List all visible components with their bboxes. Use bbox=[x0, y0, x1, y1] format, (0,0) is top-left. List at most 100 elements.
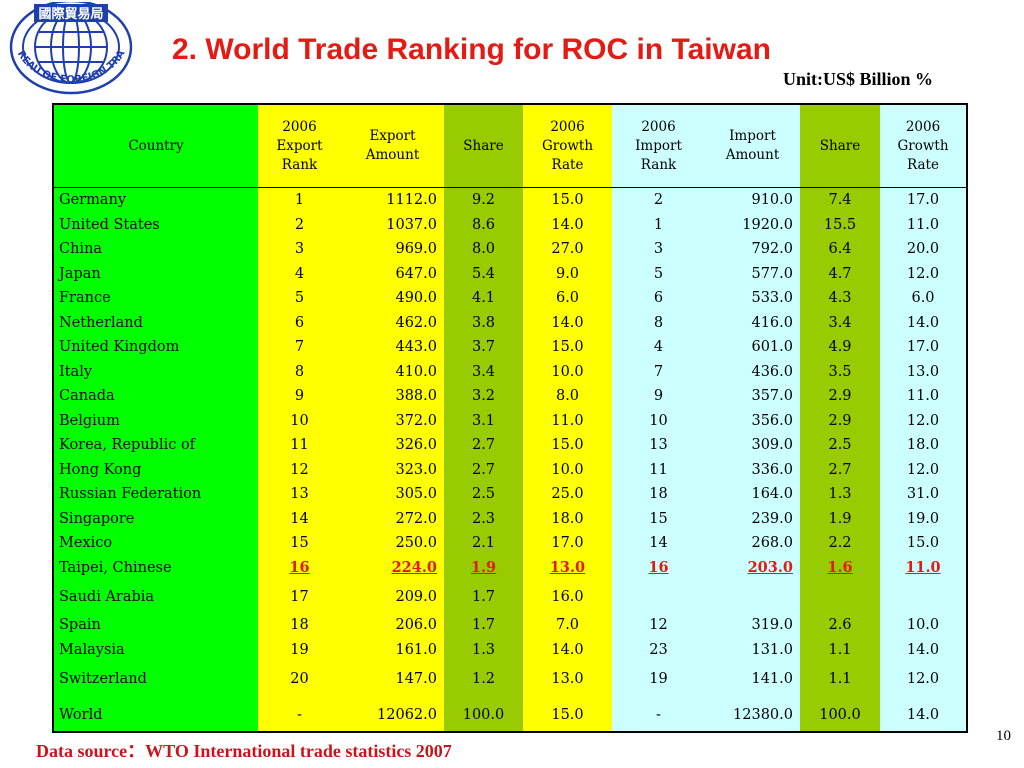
import-share-column-bg bbox=[800, 105, 880, 731]
header-import-amount: Import Amount bbox=[725, 128, 780, 163]
cell-export-growth-rate: 10.0 bbox=[551, 363, 584, 380]
cell-export-growth-rate: 10.0 bbox=[551, 461, 584, 478]
cell-export-rank: 11 bbox=[290, 437, 309, 454]
cell-import-amount: 357.0 bbox=[751, 388, 793, 405]
cell-import-share: 3.5 bbox=[828, 363, 852, 380]
import-growth-column-bg bbox=[880, 105, 966, 731]
cell-export-rank: 12 bbox=[290, 461, 309, 478]
cell-country: Taipei, Chinese bbox=[59, 559, 172, 576]
cell-import-amount: 268.0 bbox=[751, 535, 793, 552]
cell-export-share: 2.3 bbox=[471, 510, 496, 527]
header-export-share: Share bbox=[463, 137, 504, 154]
cell-import-rank: 14 bbox=[649, 535, 668, 552]
cell-export-share: 3.7 bbox=[471, 339, 496, 356]
cell-export-growth-rate: 14.0 bbox=[551, 314, 584, 331]
cell-country: China bbox=[59, 241, 103, 258]
cell-import-share: 2.9 bbox=[828, 388, 852, 405]
cell-import-share: 1.9 bbox=[828, 510, 852, 527]
cell-export-growth-rate: 13.0 bbox=[551, 671, 584, 687]
cell-export-rank: 10 bbox=[290, 412, 309, 429]
cell-export-share: 3.8 bbox=[471, 314, 496, 331]
cell-export-rank: 16 bbox=[289, 559, 310, 577]
cell-country: World bbox=[59, 707, 103, 723]
cell-import-rank: 18 bbox=[649, 486, 668, 503]
cell-import-growth-rate: 13.0 bbox=[906, 363, 940, 380]
cell-import-amount: 131.0 bbox=[751, 641, 793, 658]
cell-export-share: 8.0 bbox=[471, 241, 496, 258]
import-rank-column-bg bbox=[612, 105, 705, 731]
cell-country: France bbox=[59, 290, 111, 307]
cell-import-amount: 164.0 bbox=[751, 486, 793, 503]
cell-export-rank: 8 bbox=[294, 363, 305, 380]
svg-text:國際貿易局: 國際貿易局 bbox=[38, 6, 103, 22]
table-row: United Kingdom 7 443.0 3.7 15.0 4 601.0 4.9 17.0 bbox=[54, 335, 966, 360]
table-row: Italy 8 410.0 3.4 10.0 7 436.0 3.5 13.0 bbox=[54, 360, 966, 385]
cell-export-rank: 3 bbox=[294, 241, 305, 258]
cell-country: Korea, Republic of bbox=[59, 437, 196, 454]
cell-export-amount: 443.0 bbox=[395, 339, 437, 356]
cell-import-amount: 12380.0 bbox=[733, 707, 793, 723]
cell-import-rank: - bbox=[656, 707, 661, 723]
cell-export-share: 3.2 bbox=[471, 388, 496, 405]
cell-import-rank: 1 bbox=[653, 216, 664, 233]
table-row: Canada 9 388.0 3.2 8.0 9 357.0 2.9 11.0 bbox=[54, 384, 966, 409]
cell-import-rank: 10 bbox=[649, 412, 668, 429]
cell-export-share: 2.5 bbox=[471, 486, 496, 503]
cell-export-amount: 462.0 bbox=[395, 314, 437, 331]
table-row: Russian Federation 13 305.0 2.5 25.0 18 164.0 1… bbox=[54, 482, 966, 507]
cell-export-amount: 969.0 bbox=[395, 241, 437, 258]
table-row: Germany 1 1112.0 9.2 15.0 2 910.0 7.4 17.0 bbox=[54, 188, 966, 213]
export-growth-column-bg bbox=[523, 105, 612, 731]
cell-import-share: 4.7 bbox=[828, 265, 852, 282]
cell-export-share: 8.6 bbox=[471, 216, 496, 233]
export-rank-column-bg bbox=[258, 105, 341, 731]
cell-import-amount: 601.0 bbox=[751, 339, 793, 356]
cell-import-amount: 319.0 bbox=[751, 617, 793, 634]
cell-export-amount: 250.0 bbox=[395, 535, 437, 552]
bureau-logo: 國際貿易局 BUREAU OF FOREIGN TRADE bbox=[6, 2, 133, 95]
cell-export-amount: 209.0 bbox=[395, 588, 437, 605]
cell-export-growth-rate: 9.0 bbox=[555, 265, 580, 282]
cell-export-amount: 206.0 bbox=[395, 617, 437, 634]
cell-import-amount: 436.0 bbox=[751, 363, 793, 380]
cell-export-share: 2.7 bbox=[471, 437, 496, 454]
cell-export-growth-rate: 25.0 bbox=[551, 486, 584, 503]
cell-import-growth-rate: 12.0 bbox=[906, 412, 940, 429]
cell-export-rank: 9 bbox=[294, 388, 305, 405]
cell-export-growth-rate: 11.0 bbox=[551, 412, 584, 429]
cell-country: Hong Kong bbox=[59, 461, 142, 478]
cell-import-share: 4.9 bbox=[828, 339, 852, 356]
cell-export-amount: 224.0 bbox=[391, 559, 437, 577]
cell-import-share: 4.3 bbox=[828, 290, 852, 307]
cell-export-rank: 17 bbox=[290, 588, 309, 605]
cell-country: Italy bbox=[59, 363, 93, 380]
cell-import-rank: 6 bbox=[653, 290, 664, 307]
header-export-amount: Export Amount bbox=[365, 128, 420, 163]
cell-import-amount: 416.0 bbox=[751, 314, 793, 331]
cell-export-rank: 5 bbox=[294, 290, 305, 307]
table-row: Malaysia 19 161.0 1.3 14.0 23 131.0 1.1 14.0 bbox=[54, 638, 966, 663]
cell-export-amount: 410.0 bbox=[395, 363, 437, 380]
cell-export-growth-rate: 15.0 bbox=[551, 707, 584, 723]
cell-export-rank: 4 bbox=[294, 265, 305, 282]
cell-export-amount: 1037.0 bbox=[386, 216, 437, 233]
header-export-rank: 2006 Export Rank bbox=[276, 118, 323, 173]
cell-import-share: 1.6 bbox=[827, 559, 853, 577]
cell-import-growth-rate: 12.0 bbox=[906, 671, 940, 687]
table-row: Mexico 15 250.0 2.1 17.0 14 268.0 2.2 15.0 bbox=[54, 531, 966, 556]
cell-export-share: 1.3 bbox=[471, 641, 496, 658]
cell-import-rank bbox=[612, 580, 705, 613]
cell-import-growth-rate: 15.0 bbox=[906, 535, 940, 552]
cell-country: Russian Federation bbox=[59, 486, 202, 503]
cell-export-growth-rate: 8.0 bbox=[555, 388, 580, 405]
cell-import-share: 1.1 bbox=[828, 671, 852, 687]
page-title: 2. World Trade Ranking for ROC in Taiwan bbox=[172, 33, 771, 66]
cell-export-growth-rate: 6.0 bbox=[555, 290, 580, 307]
cell-country: Switzerland bbox=[59, 671, 147, 687]
column-backgrounds bbox=[54, 105, 966, 731]
cell-country: Belgium bbox=[59, 412, 120, 429]
table-row: Taipei, Chinese 16 224.0 1.9 13.0 16 203.0 1.6 1… bbox=[54, 556, 966, 581]
table-row: Netherland 6 462.0 3.8 14.0 8 416.0 3.4 14.0 bbox=[54, 311, 966, 336]
cell-country: Japan bbox=[59, 265, 101, 282]
cell-import-amount: 533.0 bbox=[751, 290, 793, 307]
